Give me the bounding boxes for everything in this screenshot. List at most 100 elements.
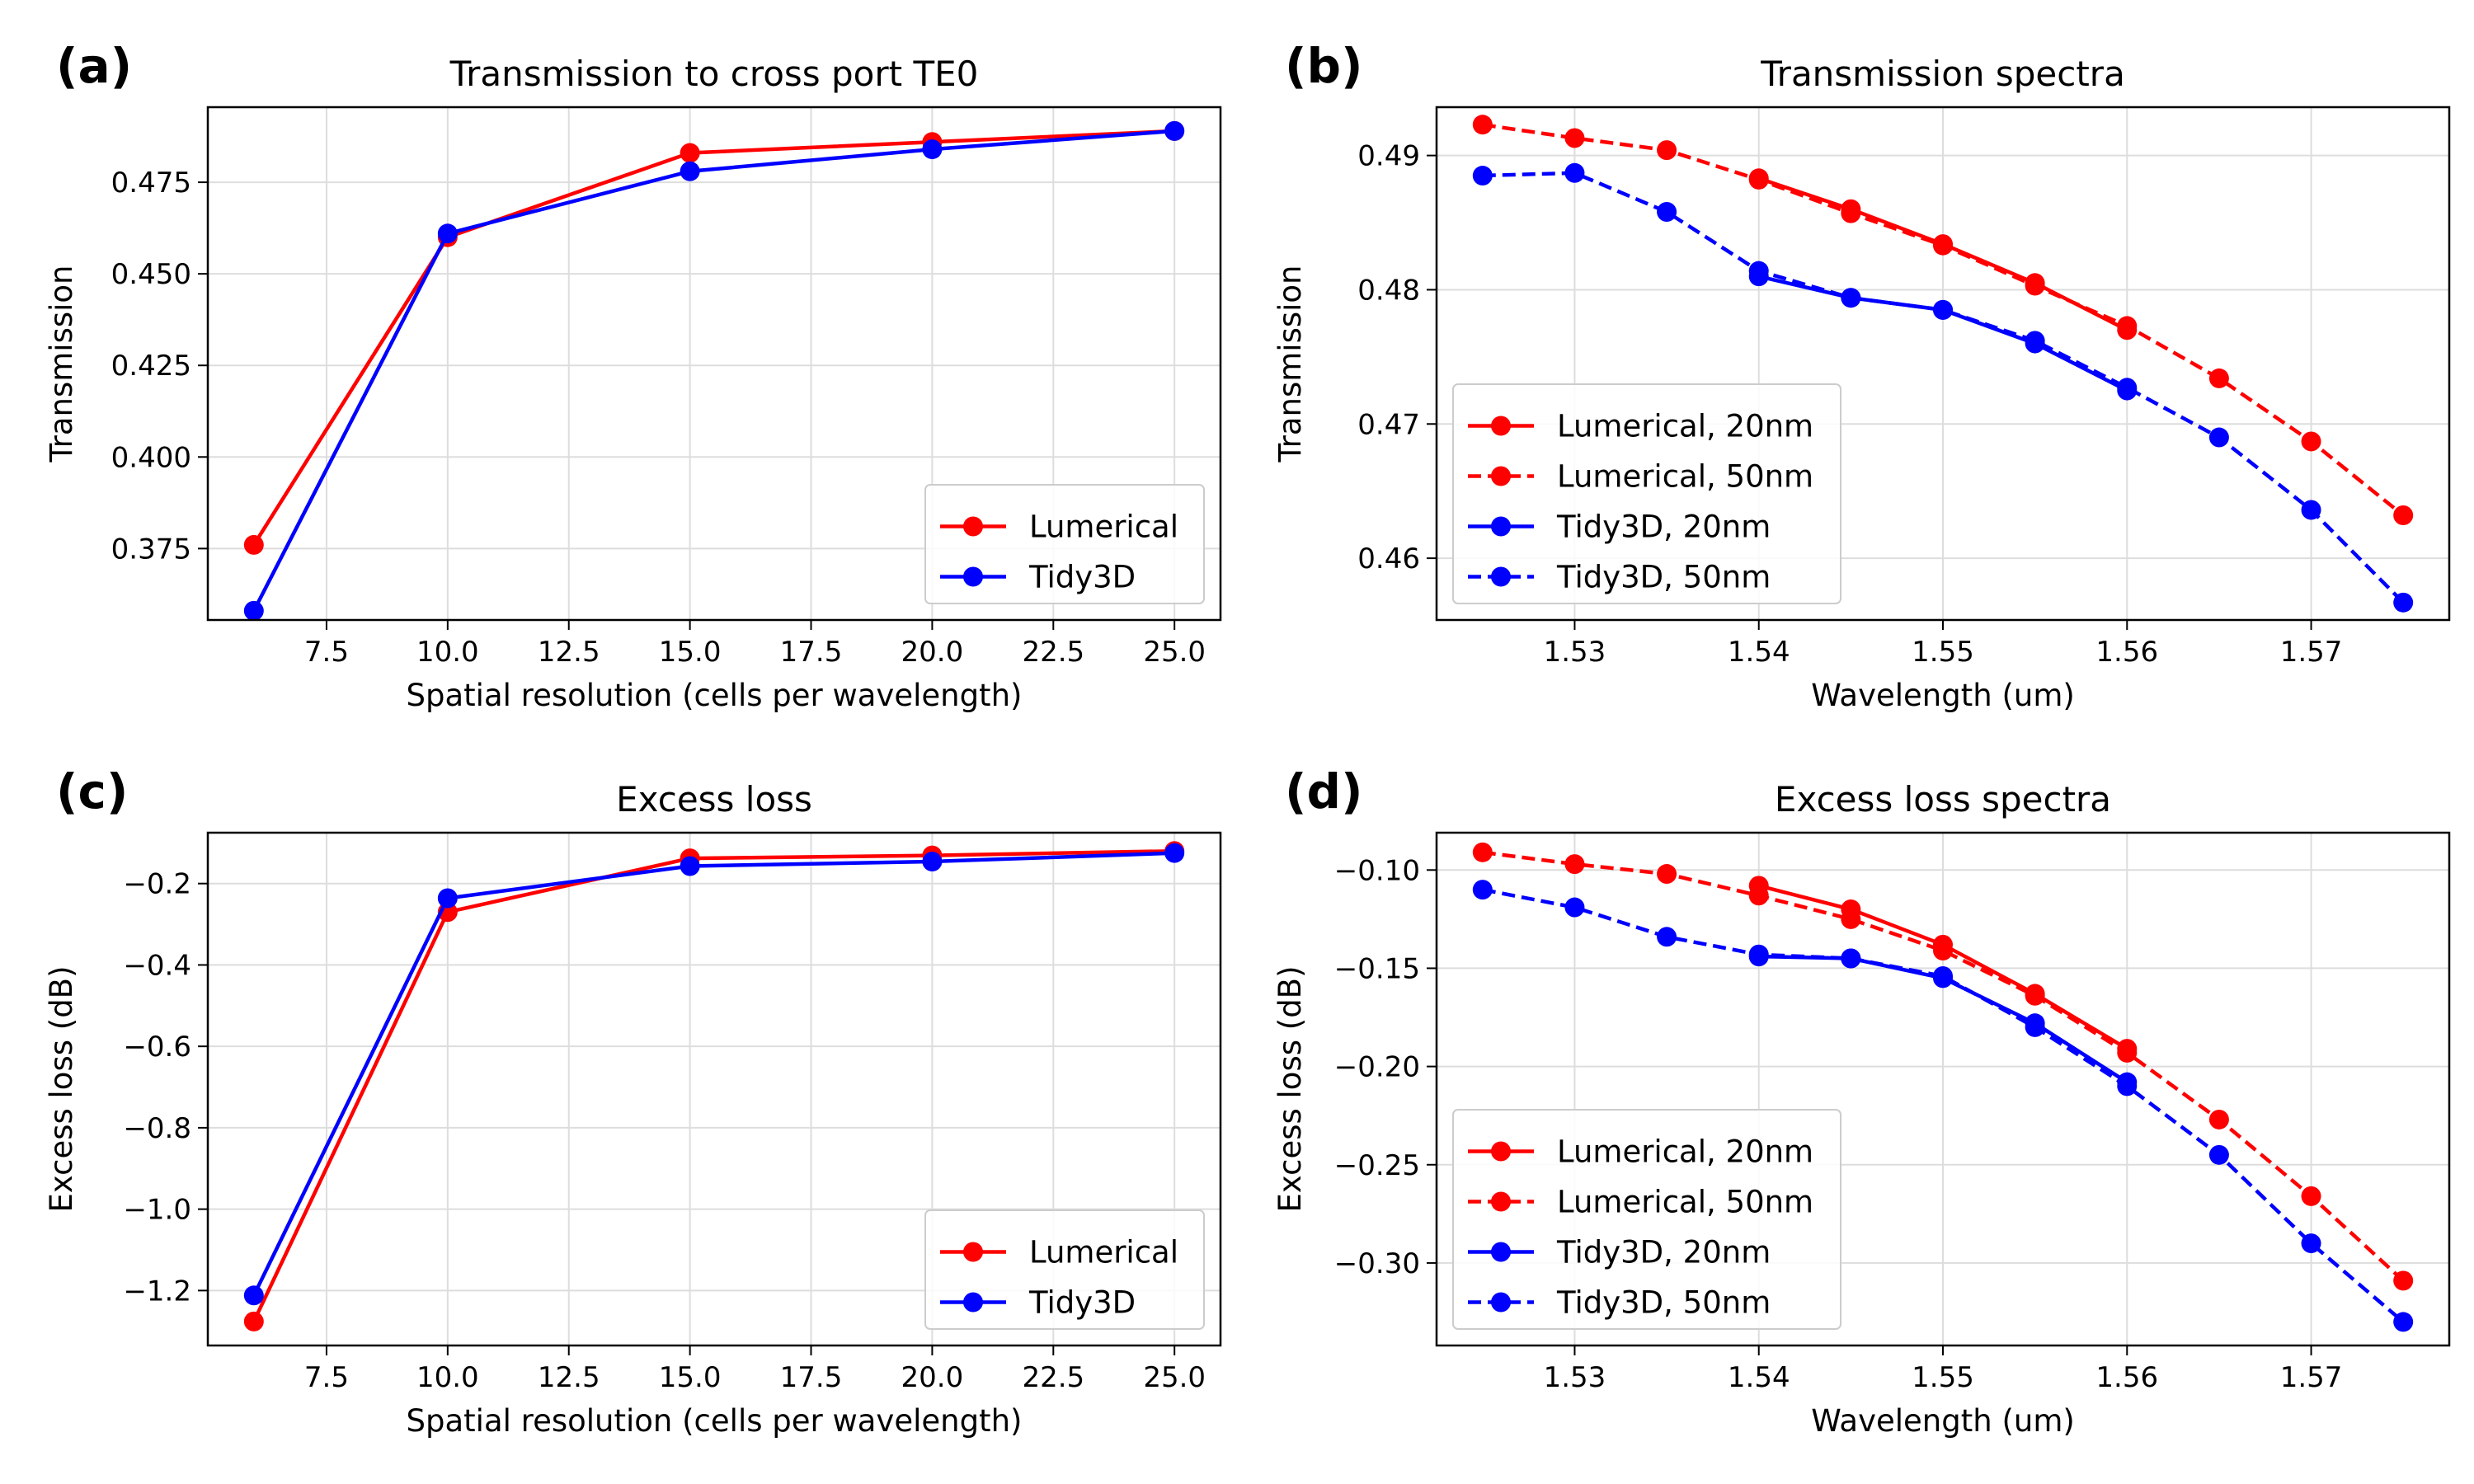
data-point: [1657, 864, 1677, 885]
series-2: [243, 120, 1185, 620]
x-tick-label: 25.0: [1143, 1361, 1206, 1394]
data-point: [2025, 331, 2045, 351]
data-point: [922, 139, 943, 160]
data-point: [680, 856, 700, 876]
series-4: [1472, 880, 2414, 1332]
data-point: [1933, 965, 1953, 986]
y-tick-label: −0.25: [1334, 1149, 1420, 1182]
data-point: [1841, 948, 1861, 969]
legend-label: Tidy3D: [1028, 560, 1136, 595]
x-tick-label: 1.54: [1728, 1361, 1790, 1394]
x-tick-label: 1.57: [2280, 1361, 2343, 1394]
x-axis-label: Wavelength (um): [1811, 1403, 2075, 1439]
legend: Lumerical Tidy3D: [924, 1209, 1205, 1330]
legend-entry: Lumerical, 50nm: [1468, 1185, 1813, 1220]
data-point: [1933, 235, 1953, 256]
legend-marker: [1491, 1292, 1511, 1313]
data-point: [1748, 944, 1769, 965]
chart-title: Excess loss spectra: [1775, 779, 2111, 819]
series-line: [1482, 850, 2405, 1283]
legend-label: Lumerical, 20nm: [1557, 409, 1813, 444]
axes-frame: [206, 831, 1222, 1347]
x-tick-label: 22.5: [1022, 1361, 1084, 1394]
y-tick-label: −0.8: [123, 1112, 191, 1145]
data-point: [1748, 261, 1769, 281]
data-point: [1472, 842, 1493, 862]
x-tick-label: 20.0: [901, 636, 964, 669]
legend-box: [1452, 1109, 1841, 1330]
legend-marker: [1491, 1141, 1511, 1162]
y-tick-label: 0.46: [1357, 542, 1420, 575]
data-point: [437, 888, 458, 909]
x-tick-label: 1.53: [1544, 1361, 1606, 1394]
panel-label: (a): [56, 38, 132, 94]
x-tick-label: 10.0: [416, 636, 479, 669]
x-tick-label: 15.0: [659, 636, 722, 669]
x-tick-label: 17.5: [780, 636, 843, 669]
data-point: [2208, 1144, 2229, 1165]
series-2: [1472, 115, 2414, 525]
y-tick-label: −0.20: [1334, 1051, 1420, 1084]
data-point: [2117, 1042, 2138, 1063]
y-tick-label: 0.48: [1357, 274, 1420, 307]
data-point: [2301, 500, 2321, 520]
y-tick-label: −0.30: [1334, 1247, 1420, 1280]
y-tick-label: 0.47: [1357, 408, 1420, 441]
y-tick-label: −1.2: [123, 1275, 191, 1308]
data-point: [2393, 505, 2414, 525]
legend-marker: [1491, 1242, 1511, 1262]
legend-box: [1452, 383, 1841, 604]
legend-marker: [1491, 466, 1511, 486]
x-tick-label: 1.54: [1728, 636, 1790, 669]
x-tick-label: 1.55: [1912, 636, 1974, 669]
data-point: [1164, 120, 1185, 141]
data-point: [243, 600, 264, 620]
legend-marker: [963, 1242, 983, 1262]
data-point: [2301, 1233, 2321, 1254]
x-tick-label: 7.5: [304, 636, 349, 669]
legend-entry: Tidy3D, 20nm: [1468, 510, 1771, 545]
legend-entry: Tidy3D, 50nm: [1468, 560, 1771, 595]
data-point: [2393, 592, 2414, 613]
data-point: [2025, 275, 2045, 296]
legend-marker: [1491, 1191, 1511, 1212]
legend-marker: [1491, 416, 1511, 436]
legend-box: [924, 484, 1205, 604]
data-point: [243, 1285, 264, 1306]
data-point: [1933, 940, 1953, 960]
x-tick-label: 15.0: [659, 1361, 722, 1394]
legend-entry: Tidy3D, 20nm: [1468, 1235, 1771, 1270]
y-tick-label: −0.4: [123, 949, 191, 982]
legend-box: [924, 1209, 1205, 1330]
data-point: [1472, 880, 1493, 900]
y-tick-label: 0.400: [111, 441, 191, 474]
axes-frame: [1435, 106, 2451, 622]
y-axis-label: Transmission: [1272, 265, 1308, 463]
series-2: [243, 843, 1185, 1306]
y-tick-label: −1.0: [123, 1194, 191, 1227]
chart-panel-2: (b) Transmission spectra 1.53 1.54 1.55 1.56 1…: [1272, 38, 2451, 713]
data-point: [243, 534, 264, 555]
legend-label: Tidy3D, 20nm: [1556, 510, 1771, 545]
legend-label: Tidy3D: [1028, 1285, 1136, 1321]
x-tick-label: 1.53: [1544, 636, 1606, 669]
data-point: [922, 852, 943, 872]
data-point: [680, 143, 700, 163]
series-4: [1472, 162, 2414, 613]
data-point: [680, 161, 700, 181]
data-point: [2117, 1076, 2138, 1097]
series-2: [1472, 842, 2414, 1291]
data-point: [1657, 140, 1677, 161]
data-point: [1841, 909, 1861, 929]
panel-label: (b): [1285, 38, 1363, 94]
series-line: [1482, 171, 2405, 604]
x-tick-label: 25.0: [1143, 636, 1206, 669]
x-tick-label: 1.57: [2280, 636, 2343, 669]
y-tick-label: 0.49: [1357, 140, 1420, 173]
legend-marker: [963, 1292, 983, 1313]
legend-entry: Lumerical, 20nm: [1468, 1134, 1813, 1170]
legend-entry: Tidy3D, 50nm: [1468, 1285, 1771, 1321]
x-tick-label: 22.5: [1022, 636, 1084, 669]
y-axis-label: Excess loss (dB): [44, 965, 79, 1212]
